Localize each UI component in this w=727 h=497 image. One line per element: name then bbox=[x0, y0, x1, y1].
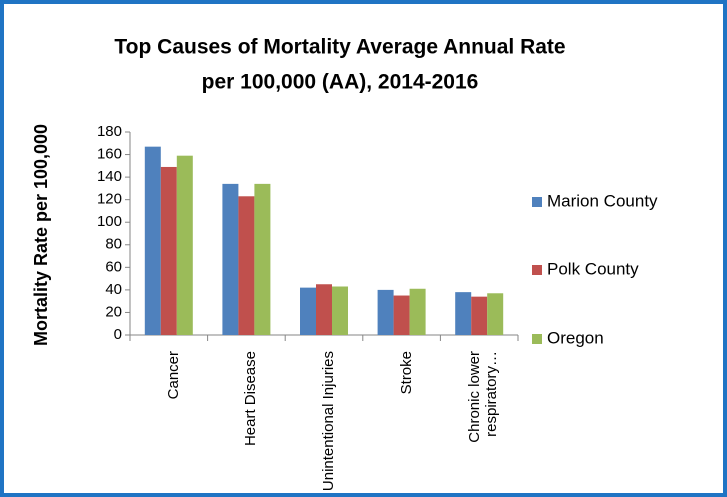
bar bbox=[455, 292, 472, 335]
chart-title: per 100,000 (AA), 2014-2016 bbox=[202, 71, 479, 94]
bar bbox=[300, 287, 316, 335]
legend-label: Polk County bbox=[547, 259, 639, 278]
x-tick-label: Heart Disease bbox=[241, 351, 259, 447]
bar bbox=[332, 286, 348, 335]
legend-label: Marion County bbox=[547, 191, 658, 210]
x-tick-label: Cancer bbox=[164, 351, 182, 400]
bar bbox=[377, 289, 394, 335]
bar bbox=[160, 166, 177, 335]
bar bbox=[144, 146, 161, 335]
y-tick-label: 80 bbox=[105, 236, 122, 253]
bar bbox=[238, 196, 255, 335]
y-tick-label: 100 bbox=[97, 213, 122, 230]
y-tick-label: 120 bbox=[97, 191, 122, 208]
y-tick-label: 160 bbox=[97, 146, 122, 163]
y-tick-label: 140 bbox=[97, 168, 122, 185]
y-tick-label: 20 bbox=[105, 303, 122, 320]
legend-swatch bbox=[532, 265, 542, 275]
y-tick-label: 0 bbox=[114, 326, 122, 343]
bar bbox=[409, 288, 426, 335]
bar bbox=[316, 284, 332, 335]
x-tick-label: Chronic lower respiratory… bbox=[466, 351, 501, 443]
x-tick-label: Stroke bbox=[397, 351, 415, 395]
x-tick-label: Unintentional Injuries bbox=[319, 351, 337, 492]
y-axis-label: Mortality Rate per 100,000 bbox=[31, 124, 51, 346]
y-tick-label: 60 bbox=[105, 258, 122, 275]
legend-swatch bbox=[532, 197, 542, 207]
legend-swatch bbox=[532, 334, 542, 344]
y-tick-label: 180 bbox=[97, 123, 122, 140]
bar bbox=[471, 296, 488, 335]
bar bbox=[487, 293, 504, 335]
bar bbox=[393, 295, 410, 335]
chart: Top Causes of Mortality Average Annual R… bbox=[31, 36, 658, 348]
bar bbox=[254, 183, 271, 335]
y-tick-label: 40 bbox=[105, 281, 122, 298]
bar bbox=[176, 155, 193, 335]
legend-label: Oregon bbox=[547, 328, 604, 347]
bar bbox=[222, 183, 239, 335]
chart-title: Top Causes of Mortality Average Annual R… bbox=[114, 36, 565, 59]
